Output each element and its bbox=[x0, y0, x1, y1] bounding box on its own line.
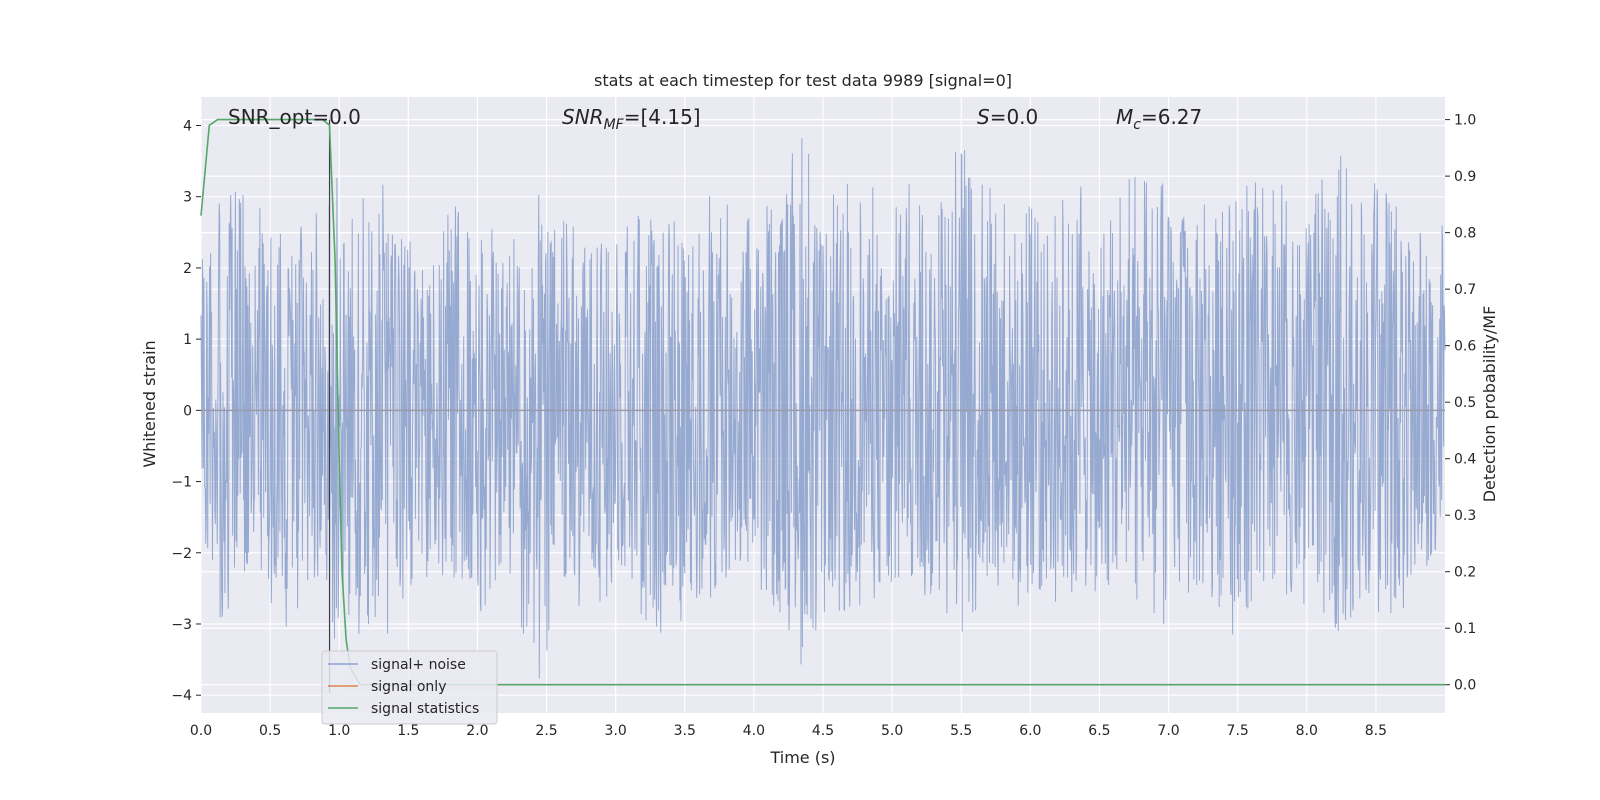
x-tick-label: 7.0 bbox=[1157, 723, 1179, 739]
x-axis-ticks: 0.0 0.5 1.0 1.5 2.0 2.5 3.0 3.5 4.0 4.5 5.0 5.5 6.0 6… bbox=[190, 723, 1387, 739]
signal-noise-line bbox=[200, 138, 1446, 679]
x-tick-label: 6.0 bbox=[1019, 723, 1041, 739]
legend: signal+ noise signal only signal statist… bbox=[321, 650, 498, 725]
y-tick-label: 0 bbox=[183, 403, 192, 419]
y-axis-ticks-left: 4 3 2 1 0 −1 −2 −3 −4 bbox=[171, 118, 201, 704]
annotation-mc: Mc=6.27 bbox=[1116, 105, 1202, 133]
x-tick-label: 0.5 bbox=[259, 723, 281, 739]
y-right-tick-label: 0.6 bbox=[1454, 339, 1476, 355]
x-tick-label: 3.0 bbox=[605, 723, 627, 739]
x-tick-label: 4.5 bbox=[812, 723, 834, 739]
x-tick-label: 6.5 bbox=[1088, 723, 1110, 739]
x-tick-label: 7.5 bbox=[1227, 723, 1249, 739]
x-tick-label: 0.0 bbox=[190, 723, 212, 739]
y-axis-label: Whitened strain bbox=[140, 340, 159, 467]
y-right-tick-label: 0.5 bbox=[1454, 395, 1476, 411]
y-right-tick-label: 0.3 bbox=[1454, 508, 1476, 524]
y-axis-label-right: Detection probability/MF bbox=[1480, 306, 1499, 503]
x-tick-label: 1.0 bbox=[328, 723, 350, 739]
y-tick-label: 2 bbox=[183, 261, 192, 277]
x-tick-label: 8.5 bbox=[1365, 723, 1387, 739]
x-tick-label: 4.0 bbox=[743, 723, 765, 739]
y-right-tick-label: 0.9 bbox=[1454, 169, 1476, 185]
y-tick-label: −3 bbox=[171, 617, 192, 633]
annotation-snr-opt: SNR_opt=0.0 bbox=[228, 105, 361, 129]
series-signal-noise bbox=[200, 138, 1446, 679]
x-tick-label: 2.5 bbox=[535, 723, 557, 739]
y-right-tick-label: 1.0 bbox=[1454, 113, 1476, 129]
x-tick-label: 5.0 bbox=[881, 723, 903, 739]
chart-title: stats at each timestep for test data 998… bbox=[594, 71, 1012, 90]
y-right-tick-label: 0.2 bbox=[1454, 565, 1476, 581]
x-tick-label: 1.5 bbox=[397, 723, 419, 739]
y-right-tick-label: 0.0 bbox=[1454, 678, 1476, 694]
y-axis-ticks-right: 1.0 0.9 0.8 0.7 0.6 0.5 0.4 0.3 0.2 0.1 0.0 bbox=[1445, 113, 1476, 694]
x-tick-label: 2.0 bbox=[466, 723, 488, 739]
x-tick-label: 3.5 bbox=[674, 723, 696, 739]
y-tick-label: −2 bbox=[171, 546, 192, 562]
annotation-s-stat: S=0.0 bbox=[977, 105, 1038, 129]
y-right-tick-label: 0.4 bbox=[1454, 452, 1476, 468]
x-tick-label: 5.5 bbox=[950, 723, 972, 739]
y-tick-label: −1 bbox=[171, 475, 192, 491]
y-tick-label: 3 bbox=[183, 190, 192, 206]
legend-box bbox=[321, 650, 498, 725]
annotation-snr-mf: SNRMF=[4.15] bbox=[562, 105, 701, 133]
y-tick-label: 1 bbox=[183, 332, 192, 348]
x-tick-label: 8.0 bbox=[1296, 723, 1318, 739]
y-right-tick-label: 0.7 bbox=[1454, 282, 1476, 298]
y-tick-label: 4 bbox=[183, 118, 192, 134]
y-right-tick-label: 0.8 bbox=[1454, 226, 1476, 242]
legend-label-signal-statistics: signal statistics bbox=[371, 701, 479, 717]
legend-label-signal-only: signal only bbox=[371, 679, 446, 695]
legend-label-signal-noise: signal+ noise bbox=[371, 657, 466, 673]
x-axis-label: Time (s) bbox=[769, 748, 835, 767]
y-right-tick-label: 0.1 bbox=[1454, 621, 1476, 637]
y-tick-label: −4 bbox=[171, 688, 192, 704]
